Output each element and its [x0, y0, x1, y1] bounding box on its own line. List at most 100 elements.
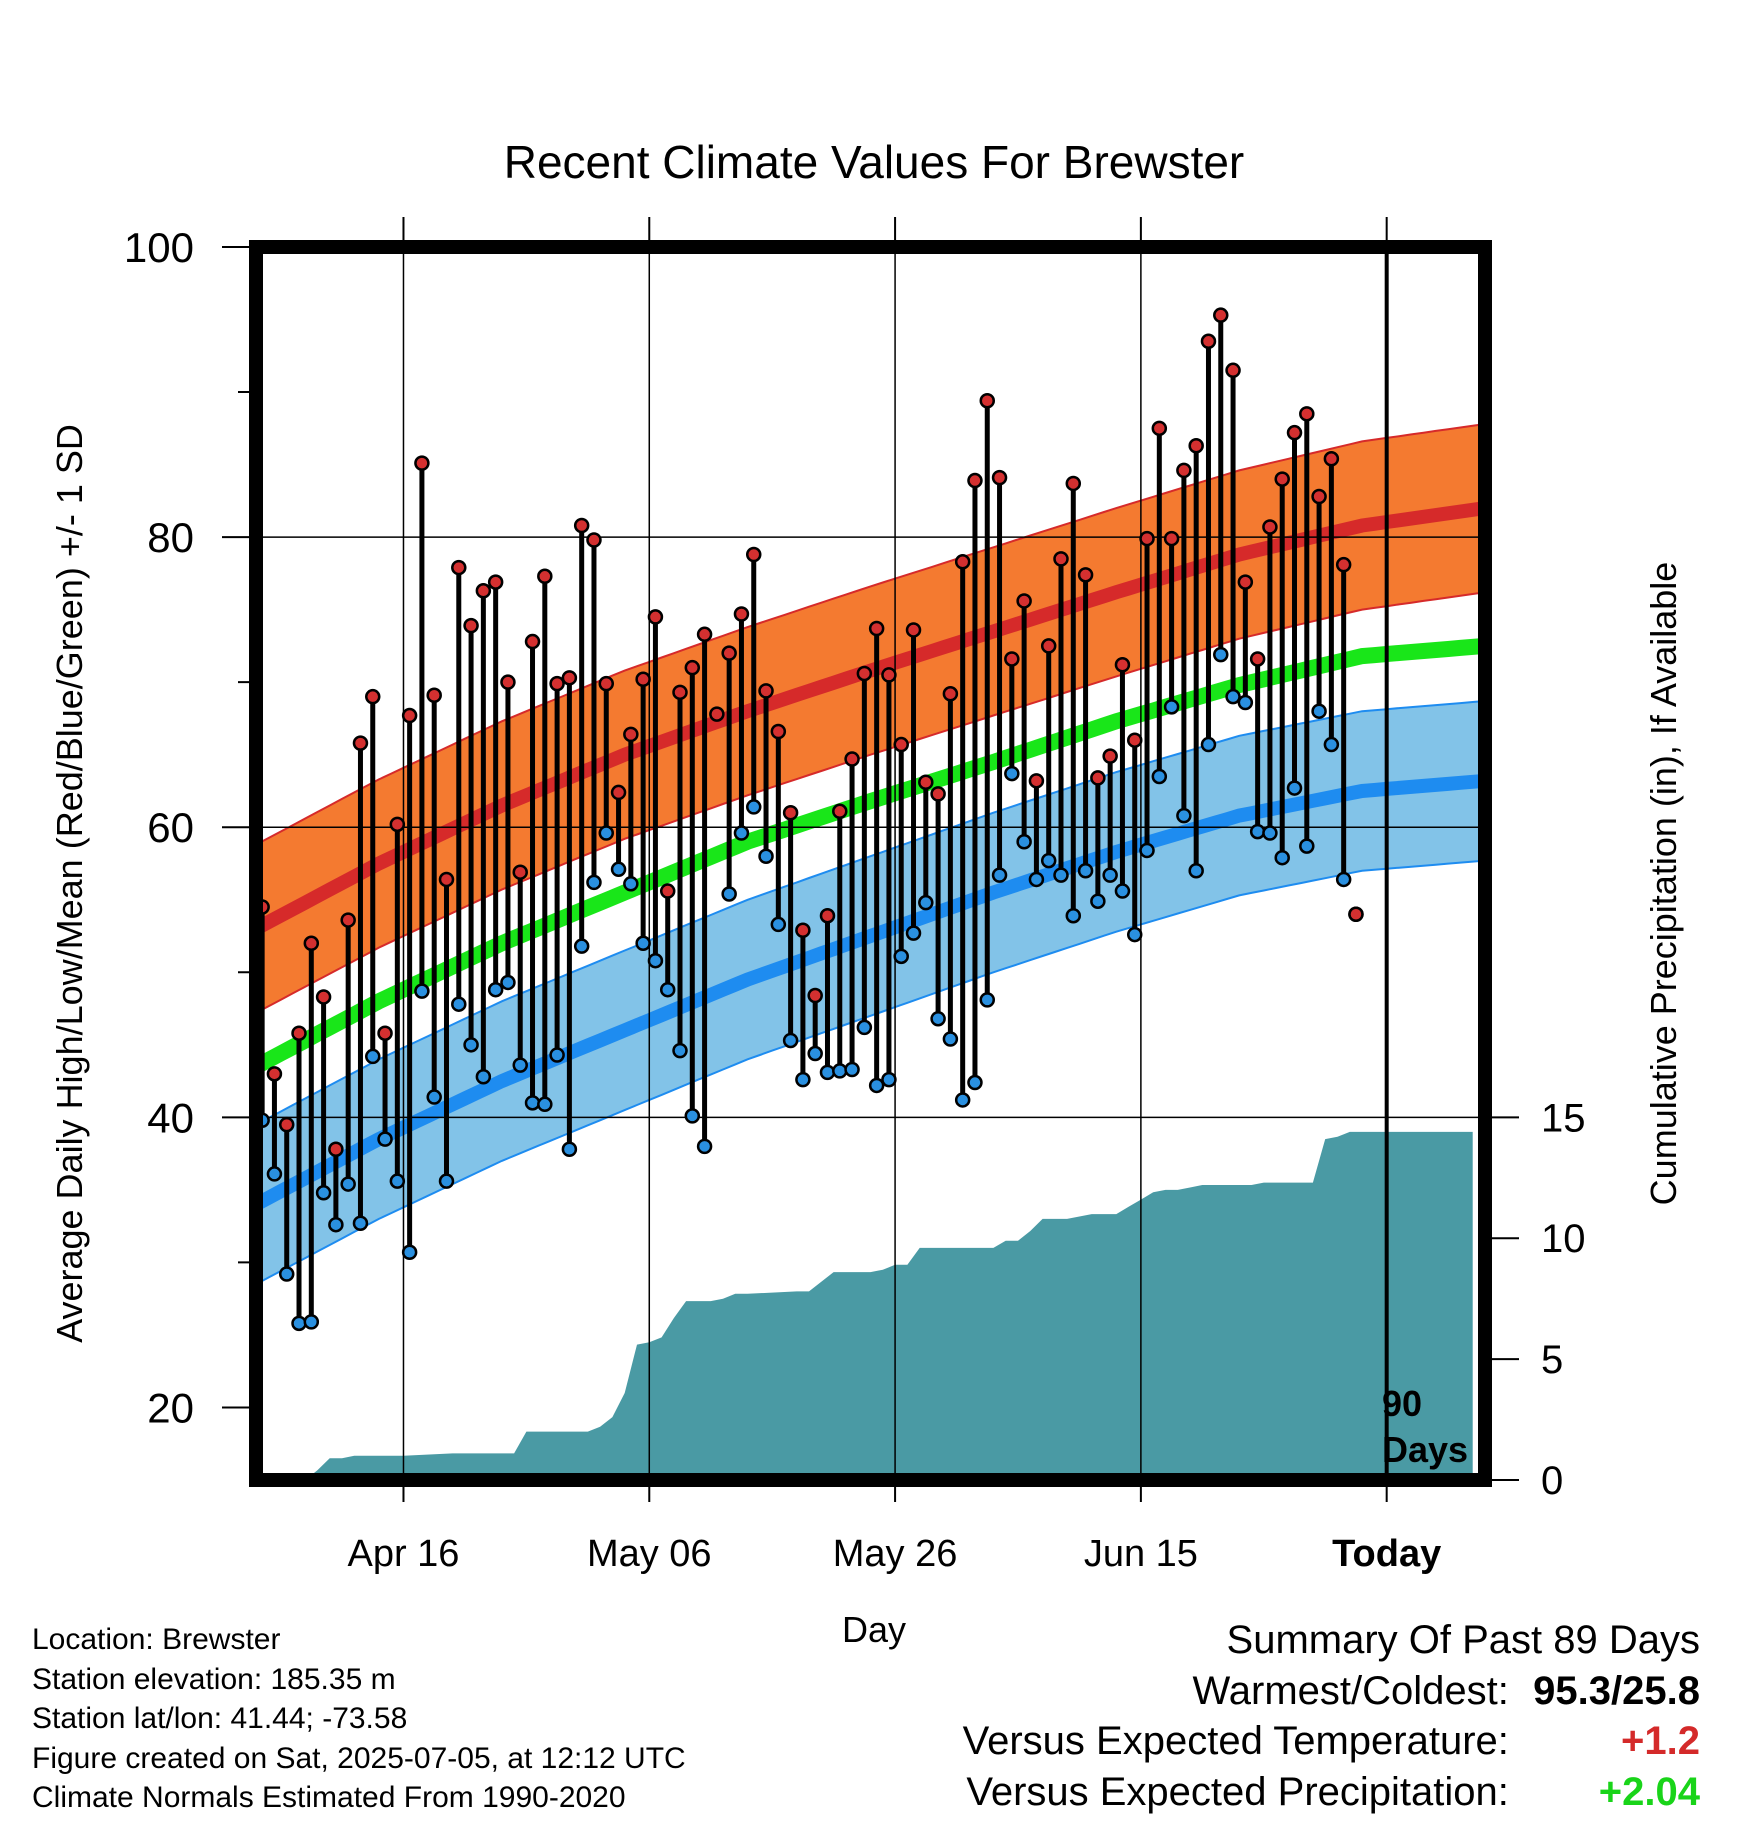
low-point	[979, 992, 996, 1008]
low-point	[623, 876, 639, 892]
x-tick-label: Jun 15	[1084, 1533, 1198, 1575]
summary-heading: Summary Of Past 89 Days	[1226, 1618, 1700, 1662]
high-point	[1262, 519, 1278, 535]
low-point	[856, 1019, 873, 1036]
high-point	[905, 622, 922, 638]
high-point	[598, 675, 615, 692]
low-point	[1139, 842, 1155, 859]
high-point	[561, 670, 578, 686]
low-point	[647, 952, 664, 969]
low-point	[401, 1244, 418, 1261]
normals-note: Climate Normals Estimated From 1990-2020	[32, 1781, 626, 1814]
low-point	[1176, 807, 1192, 824]
low-point	[672, 1042, 688, 1059]
low-point	[1016, 833, 1032, 850]
low-point	[303, 1314, 320, 1330]
high-point	[745, 546, 762, 563]
high-point	[647, 609, 664, 625]
low-point	[524, 1095, 541, 1111]
summary-warm-cold: Warmest/Coldest: 95.3/25.8	[963, 1666, 1701, 1717]
y-tick-label: 40	[147, 1094, 194, 1141]
normal-bands	[252, 422, 1486, 1286]
low-point	[1249, 823, 1266, 840]
low-point	[389, 1173, 406, 1189]
high-point	[475, 583, 492, 599]
high-point	[537, 568, 553, 585]
high-point	[1114, 657, 1131, 673]
low-point	[1040, 852, 1057, 869]
high-point	[684, 659, 701, 676]
low-point	[438, 1173, 455, 1189]
low-point	[1102, 867, 1118, 883]
high-point	[672, 684, 688, 701]
high-point	[266, 1066, 283, 1082]
low-point	[586, 874, 602, 891]
high-point	[1348, 906, 1364, 923]
low-point	[1213, 646, 1229, 663]
low-point	[1090, 893, 1106, 909]
axes: Apr 16 May 06 May 26 Jun 15 Today20406080100…	[124, 217, 1586, 1575]
created-text: Figure created on Sat, 2025-07-05, at 12…	[32, 1741, 686, 1775]
high-point	[426, 687, 442, 703]
low-point	[1311, 703, 1327, 719]
low-point	[340, 1176, 356, 1192]
precip-area	[256, 1131, 1473, 1480]
daily-range-stems	[259, 315, 1347, 1324]
low-point	[278, 1266, 295, 1282]
low-point	[475, 1068, 492, 1085]
high-point	[1151, 420, 1168, 437]
low-point	[426, 1089, 442, 1105]
low-point	[1053, 867, 1069, 883]
daily-dots	[254, 307, 1364, 1332]
precip-label: Versus Expected Precipitation:	[966, 1769, 1509, 1814]
y2-axis-label: Cumulative Precipitation (in), If Availa…	[1643, 562, 1684, 1206]
high-point	[1213, 307, 1229, 323]
high-point	[807, 987, 823, 1004]
high-point	[549, 675, 565, 692]
low-point	[537, 1096, 553, 1113]
high-point	[832, 803, 848, 820]
high-point	[1335, 556, 1352, 573]
high-point	[401, 707, 418, 724]
low-point	[1065, 907, 1082, 924]
low-point	[512, 1057, 528, 1073]
high-point	[881, 667, 897, 683]
high-point	[770, 723, 787, 740]
low-point	[1028, 871, 1045, 888]
location-text: Location: Brewster	[32, 1623, 281, 1656]
high-point	[291, 1025, 307, 1041]
plot-border	[249, 240, 1492, 1487]
low-point	[795, 1071, 811, 1088]
high-point	[979, 393, 996, 409]
high-point	[414, 455, 430, 471]
y-axis-label: Average Daily High/Low/Mean (Red/Blue/Gr…	[49, 424, 90, 1343]
high-point	[844, 751, 860, 767]
high-point	[586, 532, 602, 548]
high-point	[500, 674, 516, 690]
low-point	[1323, 736, 1340, 753]
low-point	[315, 1185, 332, 1201]
high-point	[573, 517, 590, 534]
high-point	[315, 989, 332, 1005]
low-point	[1114, 883, 1131, 899]
low-point	[745, 799, 762, 815]
high-point	[1090, 770, 1106, 786]
high-point	[1274, 471, 1290, 487]
x-tick-label: Today	[1332, 1533, 1441, 1575]
high-point	[795, 922, 811, 938]
low-point	[1163, 699, 1180, 715]
high-point	[1286, 424, 1303, 441]
warm-cold-label: Warmest/Coldest:	[1192, 1668, 1509, 1713]
high-point	[1188, 437, 1204, 454]
high-point	[487, 574, 504, 590]
warm-cold-value: 95.3/25.8	[1533, 1668, 1700, 1713]
today-marker-label-2: Days	[1382, 1429, 1468, 1470]
high-point	[709, 706, 725, 722]
high-point	[512, 864, 528, 880]
high-point	[1176, 462, 1192, 479]
high-point	[1016, 593, 1032, 609]
low-point	[696, 1138, 713, 1155]
latlon-text: Station lat/lon: 41.44; -73.58	[32, 1702, 408, 1735]
high-point	[303, 935, 320, 952]
low-point	[1200, 736, 1217, 753]
